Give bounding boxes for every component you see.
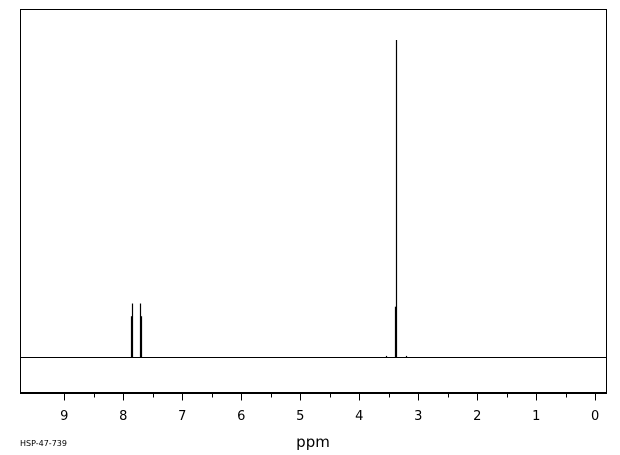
x-axis-tick-labels: 9 8 7 6 5 4 3 2 1 0 — [60, 409, 599, 424]
x-tick-label-3: 3 — [414, 409, 422, 424]
spectrum-code-label: HSP-47-739 — [20, 439, 67, 448]
x-tick-label-6: 6 — [237, 409, 245, 424]
x-tick-label-0: 0 — [591, 409, 599, 424]
x-axis-title: ppm — [296, 433, 330, 451]
x-tick-label-9: 9 — [60, 409, 68, 424]
x-tick-label-2: 2 — [473, 409, 481, 424]
x-tick-label-5: 5 — [296, 409, 304, 424]
x-tick-label-1: 1 — [532, 409, 540, 424]
x-tick-label-7: 7 — [178, 409, 186, 424]
x-tick-label-8: 8 — [119, 409, 127, 424]
spectrum-peaks — [130, 40, 408, 358]
plot-frame — [20, 9, 607, 393]
x-tick-label-4: 4 — [355, 409, 363, 424]
x-axis-ticks — [64, 393, 596, 401]
